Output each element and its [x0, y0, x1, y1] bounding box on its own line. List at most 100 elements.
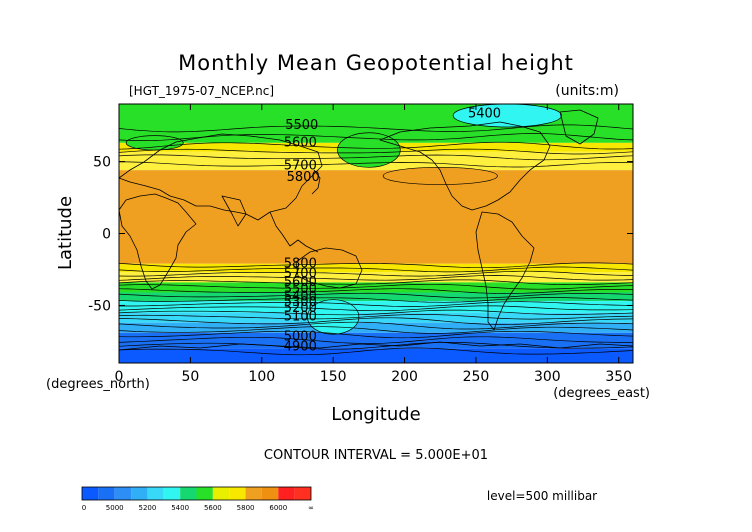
north-america-outline — [379, 121, 551, 211]
y-axis-title: Latitude — [55, 196, 76, 270]
contour-line-13 — [119, 292, 633, 299]
colorbar-bin-2 — [114, 487, 132, 500]
region-trough-east-asia — [337, 132, 401, 168]
contour-label-0: 5400 — [468, 107, 501, 122]
x-tick-label-300: 300 — [534, 369, 561, 385]
colorbar-bin-12 — [278, 487, 295, 500]
colorbar-label-7: ∞ — [308, 504, 314, 512]
contour-line-19 — [119, 317, 633, 325]
continent-outlines — [119, 109, 633, 351]
contour-lines — [119, 124, 633, 356]
contour-line-21 — [119, 326, 633, 334]
contour-label-14: 4900 — [284, 340, 317, 355]
colorbar-bin-9 — [229, 487, 246, 500]
band-4 — [119, 263, 633, 273]
y-tick-label--50: -50 — [88, 298, 111, 314]
contour-line-23 — [119, 336, 633, 344]
contour-line-12 — [119, 288, 633, 294]
contour-label-8: 5500 — [284, 282, 317, 297]
contour-line-10 — [119, 279, 633, 286]
band-7 — [119, 292, 633, 302]
contour-label-10: 5300 — [284, 295, 317, 310]
x-tick-label-250: 250 — [463, 369, 490, 385]
colorbar-bin-3 — [131, 487, 148, 500]
contour-label-7: 5600 — [284, 275, 317, 290]
y-axis: 50 0 -50 — [88, 155, 633, 314]
colorbar-bin-4 — [147, 487, 164, 500]
contour-line-24 — [119, 341, 633, 350]
colorbar-label-3: 5400 — [171, 504, 189, 512]
colorbar: 0 5000 5200 5400 5600 5800 6000 ∞ — [81, 486, 314, 512]
contour-label-2: 5600 — [284, 135, 317, 150]
contour-line-0 — [119, 124, 633, 133]
region-high-pacific — [382, 166, 498, 185]
south-america-outline — [475, 211, 535, 331]
band-12 — [119, 348, 633, 363]
units-label: (units:m) — [555, 83, 619, 99]
colorbar-bin-11 — [261, 487, 279, 500]
contour-line-5 — [119, 161, 633, 168]
band-6 — [119, 282, 633, 293]
contour-line-18 — [119, 314, 633, 320]
colorbar-bin-10 — [245, 487, 262, 500]
x-tick-label-100: 100 — [248, 369, 275, 385]
x-axis: 0 50 100 150 200 250 300 350 — [115, 104, 632, 385]
contour-label-11: 5200 — [284, 301, 317, 316]
contour-line-4 — [119, 154, 633, 161]
contour-line-22 — [119, 330, 633, 339]
y-units-label: (degrees_north) — [46, 377, 150, 392]
file-label: [HGT_1975-07_NCEP.nc] — [129, 84, 274, 98]
colorbar-bin-13 — [294, 487, 311, 500]
contour-label-12: 5100 — [284, 310, 317, 325]
southeast-asia-outline — [269, 211, 319, 253]
contour-line-1 — [119, 133, 633, 141]
australia-outline — [295, 247, 363, 289]
contour-label-1: 5500 — [285, 118, 318, 133]
contour-line-20 — [119, 321, 633, 330]
contour-label-9: 5400 — [284, 289, 317, 304]
level-text: level=500 millibar — [487, 489, 597, 503]
band-10 — [119, 322, 633, 333]
contour-label-13: 5000 — [284, 330, 317, 345]
band-3 — [119, 170, 633, 264]
greenland-outline — [559, 109, 599, 145]
colorbar-label-1: 5000 — [106, 504, 124, 512]
colorbar-bin-1 — [98, 487, 115, 500]
india-outline — [221, 195, 247, 227]
contour-label-4: 5800 — [287, 170, 320, 185]
colorbar-bin-0 — [82, 487, 99, 500]
x-tick-label-0: 0 — [115, 369, 124, 385]
colorbar-frame — [81, 486, 312, 501]
eurasia-outline — [119, 133, 323, 221]
colorbar-bin-5 — [163, 487, 181, 500]
y-tick-label-50: 50 — [93, 155, 111, 171]
colorbar-label-5: 5800 — [237, 504, 255, 512]
band-5 — [119, 272, 633, 283]
x-units-label: (degrees_east) — [553, 386, 650, 401]
colorbar-label-6: 6000 — [269, 504, 287, 512]
x-tick-label-150: 150 — [320, 369, 347, 385]
band-8 — [119, 301, 633, 313]
colorbar-bin-8 — [212, 487, 230, 500]
contour-interval-text: CONTOUR INTERVAL = 5.000E+01 — [264, 448, 488, 463]
x-axis-title: Longitude — [331, 404, 421, 425]
colorbar-bin-6 — [180, 487, 197, 500]
contour-labels: 5400550056005700580058005700560055005400… — [284, 107, 501, 355]
region-polar-low-5400 — [452, 104, 562, 128]
contour-label-5: 5800 — [284, 256, 317, 271]
contour-line-2 — [119, 141, 633, 150]
contour-line-16 — [119, 305, 633, 312]
contour-label-3: 5700 — [284, 158, 317, 173]
x-tick-label-200: 200 — [391, 369, 418, 385]
japan-outline — [311, 169, 321, 195]
contour-line-6 — [119, 262, 633, 269]
x-tick-label-350: 350 — [605, 369, 632, 385]
colorbar-label-4: 5600 — [204, 504, 222, 512]
contour-line-3 — [119, 148, 633, 155]
contour-line-15 — [119, 301, 633, 307]
contour-line-17 — [119, 309, 633, 316]
y-tick-label-0: 0 — [102, 227, 111, 243]
contour-line-11 — [119, 283, 633, 290]
africa-outline — [119, 193, 197, 290]
